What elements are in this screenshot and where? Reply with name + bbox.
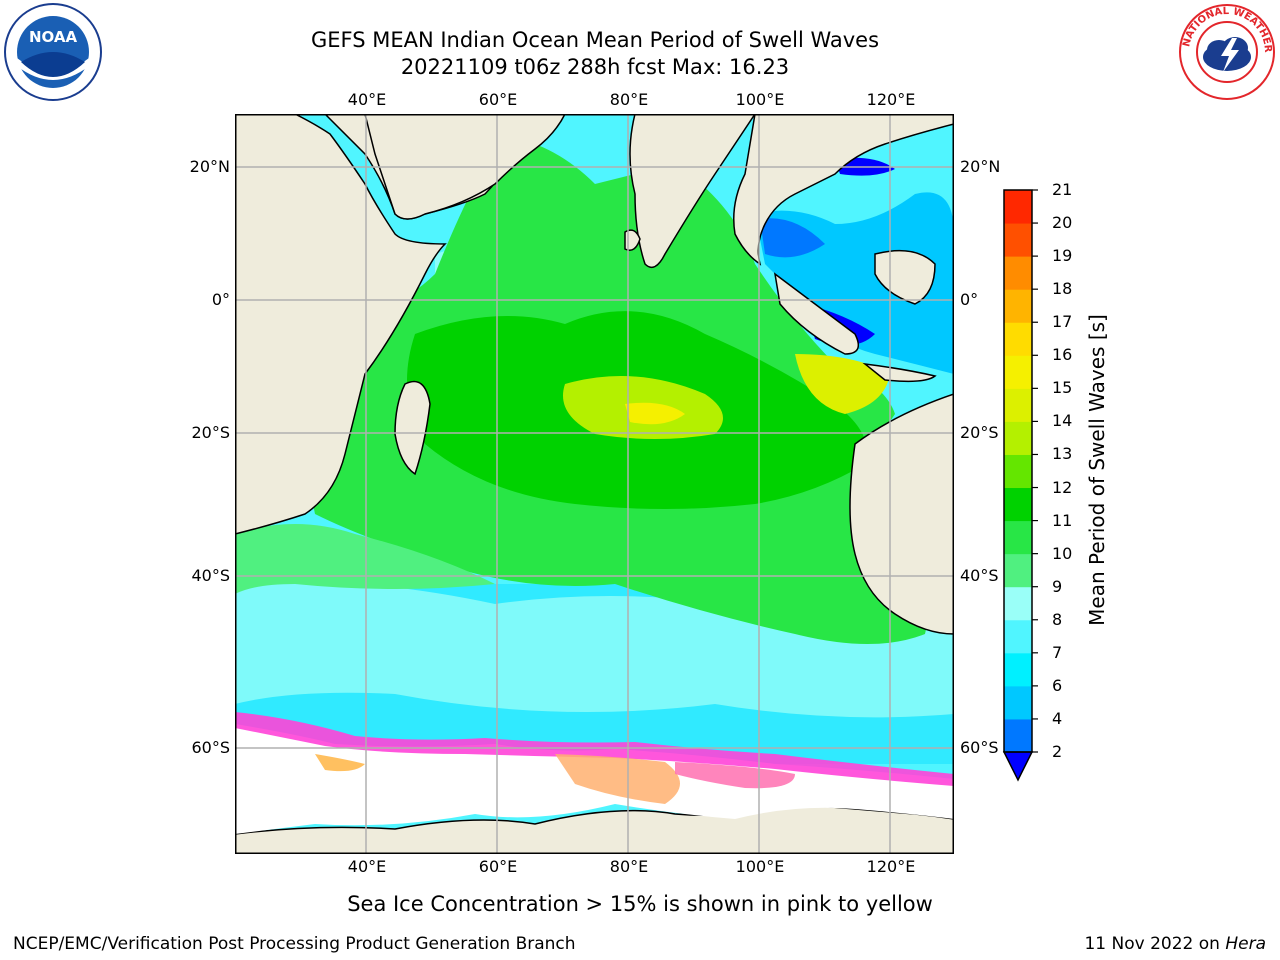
- lat-tick-right: 20°N: [960, 157, 1001, 176]
- colorbar-tick-label: 2: [1052, 742, 1063, 761]
- lon-tick-bottom: 100°E: [735, 857, 785, 876]
- colorbar-tick-label: 6: [1052, 675, 1063, 695]
- colorbar: [1002, 189, 1038, 782]
- colorbar-segment: [1004, 652, 1032, 687]
- lat-tick-left: 20°N: [189, 157, 230, 176]
- colorbar-tick-label: 11: [1052, 510, 1073, 530]
- colorbar-segment: [1004, 718, 1032, 753]
- lat-tick-right: 60°S: [960, 738, 999, 757]
- colorbar-tick-label: 16: [1052, 345, 1073, 365]
- colorbar-tick-label: 7: [1052, 642, 1063, 662]
- chart-subtitle: 20221109 t06z 288h fcst Max: 16.23: [400, 55, 790, 79]
- date-text: 11 Nov 2022 on: [1084, 934, 1220, 954]
- map-panel: [235, 114, 954, 854]
- colorbar-segment: [1004, 322, 1032, 356]
- sea-ice-note: Sea Ice Concentration > 15% is shown in …: [347, 892, 933, 916]
- lat-tick-left: 60°S: [191, 738, 230, 757]
- lon-tick-top: 40°E: [347, 90, 387, 109]
- map: [235, 114, 954, 854]
- noaa-logo: NOAA: [4, 3, 102, 101]
- colorbar-segment: [1004, 223, 1032, 257]
- colorbar-segment: [1004, 388, 1032, 422]
- lon-tick-top: 80°E: [609, 90, 649, 109]
- map-frame: [235, 114, 954, 854]
- chart-title: GEFS MEAN Indian Ocean Mean Period of Sw…: [310, 28, 880, 52]
- colorbar-segment: [1004, 685, 1032, 720]
- lon-tick-bottom: 80°E: [609, 857, 649, 876]
- colorbar-segment: [1004, 289, 1032, 323]
- colorbar-tick-label: 14: [1052, 411, 1073, 431]
- colorbar-segment: [1004, 553, 1032, 588]
- lat-tick-left: 40°S: [191, 566, 230, 585]
- host-name: Hera: [1225, 934, 1266, 954]
- nws-logo: NATIONAL WEATHER SERVICE: [1177, 2, 1275, 100]
- lon-tick-bottom: 60°E: [478, 857, 518, 876]
- colorbar-tick-label: 19: [1052, 246, 1073, 266]
- date-stamp: 11 Nov 2022 on Hera: [1084, 934, 1266, 954]
- colorbar-segment: [1004, 355, 1032, 389]
- colorbar-segment: [1004, 256, 1032, 290]
- lat-tick-right: 0°: [960, 290, 979, 309]
- colorbar-segment: [1004, 190, 1032, 224]
- colorbar-tick-label: 12: [1052, 477, 1073, 497]
- colorbar-tick-label: 17: [1052, 312, 1073, 332]
- colorbar-tick-label: 9: [1052, 576, 1063, 596]
- colorbar-tick-label: 4: [1052, 708, 1063, 728]
- colorbar-segment: [1004, 619, 1032, 654]
- lon-tick-top: 120°E: [866, 90, 916, 109]
- colorbar-segment: [1004, 421, 1032, 455]
- colorbar-frame: [1003, 189, 1033, 753]
- colorbar-segment: [1004, 520, 1032, 555]
- lon-tick-bottom: 120°E: [866, 857, 916, 876]
- colorbar-tick-label: 18: [1052, 279, 1073, 299]
- colorbar-segment: [1004, 487, 1032, 522]
- colorbar-title: Mean Period of Swell Waves [s]: [1085, 314, 1109, 626]
- lat-tick-right: 20°S: [960, 423, 999, 442]
- lat-tick-left: 0°: [211, 290, 230, 309]
- lon-tick-bottom: 40°E: [347, 857, 387, 876]
- noaa-logo-text: NOAA: [29, 28, 78, 46]
- lat-tick-right: 40°S: [960, 566, 999, 585]
- colorbar-extend-min: [1002, 751, 1034, 782]
- credit-line: NCEP/EMC/Verification Post Processing Pr…: [13, 934, 576, 954]
- lon-tick-top: 100°E: [735, 90, 785, 109]
- lon-tick-top: 60°E: [478, 90, 518, 109]
- colorbar-tick-label: 13: [1052, 444, 1073, 464]
- colorbar-tick-label: 15: [1052, 378, 1073, 398]
- colorbar-segment: [1004, 586, 1032, 621]
- graticule: [235, 114, 954, 854]
- lat-tick-left: 20°S: [191, 423, 230, 442]
- colorbar-tick-label: 21: [1052, 180, 1073, 199]
- colorbar-tick-label: 20: [1052, 213, 1073, 233]
- colorbar-tick-label: 8: [1052, 609, 1063, 629]
- colorbar-tick-label: 10: [1052, 543, 1073, 563]
- colorbar-segment: [1004, 454, 1032, 489]
